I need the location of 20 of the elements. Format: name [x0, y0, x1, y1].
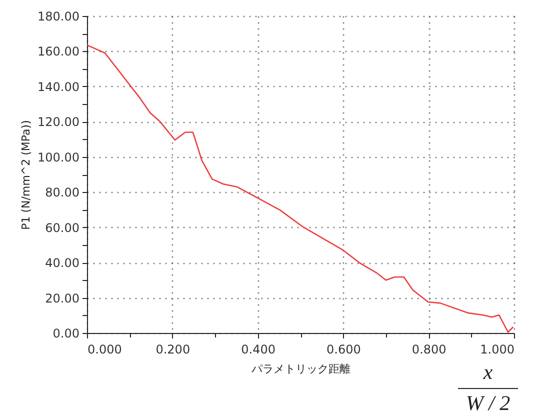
y-tick-label: 120.00: [38, 115, 80, 130]
y-tick-label: 180.00: [38, 10, 80, 24]
text: x: [483, 360, 493, 384]
y-tick-label: 140.00: [38, 80, 80, 94]
y-tick-label: 20.00: [45, 291, 80, 306]
y-tick-label: 60.00: [45, 220, 80, 235]
y-tick-label: 80.00: [45, 186, 80, 200]
y-axis-title: P1 (N/mm^2 (MPa)): [20, 120, 33, 230]
x-tick-label: 0.600: [326, 342, 361, 356]
x-tick-label: 0.200: [156, 342, 190, 356]
x-tick-label: 0.800: [412, 342, 446, 356]
x-tick-label: 1.000: [480, 342, 514, 356]
x-tick-label: 0.400: [241, 342, 276, 356]
y-tick-label: 100.00: [38, 150, 80, 164]
x-tick-label: 0.000: [88, 342, 122, 356]
y-tick-label: 40.00: [45, 256, 80, 270]
y-tick-label: 0.00: [52, 326, 80, 340]
x-axis-title: パラメトリック距離: [250, 362, 350, 376]
text: W / 2: [466, 391, 510, 412]
y-tick-label: 160.00: [38, 44, 80, 59]
